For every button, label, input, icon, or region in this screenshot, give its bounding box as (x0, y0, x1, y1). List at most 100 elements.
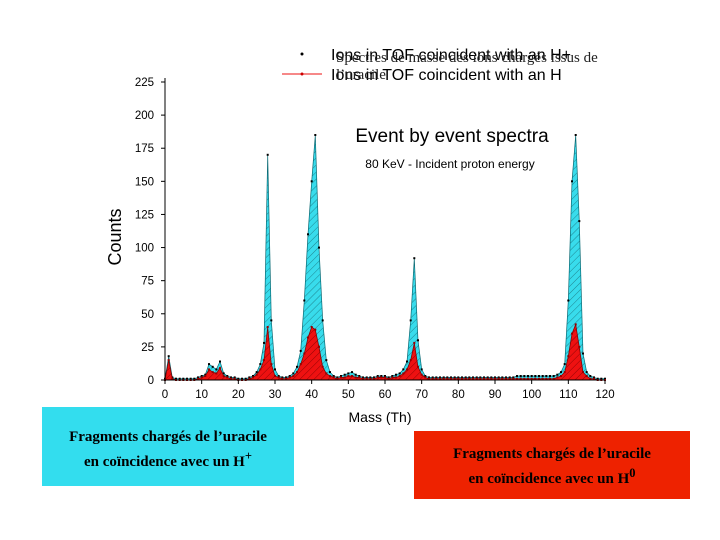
caption-h-plus: Fragments chargés de l’uracile en coïnci… (42, 407, 294, 486)
caption-h-zero: Fragments chargés de l’uracile en coïnci… (414, 431, 690, 499)
data-point-h-zero (582, 371, 584, 374)
data-point-h-zero (373, 377, 375, 380)
data-point-h-zero (490, 377, 493, 380)
data-point-h-zero (549, 377, 551, 380)
data-point-h-plus (222, 372, 225, 375)
legend-label-h-zero: Ions in TOF coincident with an H (331, 67, 562, 84)
data-point-h-zero (303, 352, 306, 355)
data-point-h-plus (523, 375, 526, 377)
data-point-h-zero (266, 326, 269, 328)
data-point-h-zero (318, 345, 320, 348)
data-point-h-plus (354, 373, 357, 376)
data-point-h-plus (329, 371, 331, 374)
data-point-h-plus (182, 377, 185, 380)
data-point-h-zero (325, 372, 328, 375)
data-point-h-zero (556, 376, 559, 379)
data-point-h-zero (512, 377, 515, 380)
data-point-h-plus (211, 365, 214, 368)
y-tick-label: 225 (135, 77, 154, 89)
data-point-h-plus (435, 376, 438, 379)
data-point-h-plus (545, 375, 548, 377)
x-tick-label: 120 (595, 389, 614, 401)
data-point-h-plus (585, 371, 588, 374)
y-tick-label: 200 (135, 110, 154, 122)
data-point-h-plus (299, 349, 302, 352)
data-point-h-zero (310, 326, 313, 328)
data-point-h-plus (219, 360, 221, 363)
data-point-h-plus (541, 375, 544, 377)
data-point-h-plus (296, 365, 298, 368)
y-tick-label: 75 (141, 276, 154, 288)
data-point-h-plus (574, 134, 577, 136)
data-point-h-zero (560, 375, 562, 377)
data-point-h-plus (527, 375, 529, 377)
data-point-h-plus (398, 372, 401, 375)
y-tick-label: 100 (135, 243, 154, 255)
data-point-h-zero (347, 375, 350, 377)
data-point-h-zero (263, 359, 265, 362)
data-point-h-plus (571, 180, 573, 183)
data-point-h-zero (340, 376, 342, 379)
x-tick-label: 50 (342, 389, 355, 401)
data-point-h-plus (516, 375, 518, 377)
data-point-h-plus (519, 375, 522, 377)
data-point-h-zero (285, 377, 287, 380)
caption-h-plus-line2: en coïncidence avec un H (84, 454, 245, 470)
chart-title: Event by event spectra (355, 126, 549, 147)
data-point-h-zero (197, 377, 199, 380)
data-point-h-plus (446, 376, 449, 379)
data-point-h-plus (600, 377, 603, 380)
data-point-h-zero (384, 376, 386, 379)
data-point-h-plus (406, 360, 408, 363)
data-point-h-plus (428, 376, 430, 379)
data-point-h-plus (343, 373, 346, 376)
data-point-h-plus (208, 363, 210, 366)
series-area-h-plus (165, 135, 605, 380)
data-point-h-plus (369, 376, 372, 379)
data-point-h-plus (409, 319, 412, 322)
data-point-h-zero (321, 365, 324, 368)
data-point-h-zero (450, 377, 452, 380)
data-point-h-zero (508, 377, 511, 380)
data-point-h-plus (200, 375, 203, 377)
x-tick-label: 90 (489, 389, 502, 401)
x-tick-label: 110 (559, 389, 577, 401)
x-tick-label: 0 (162, 389, 168, 401)
data-point-h-zero (563, 371, 566, 374)
data-point-h-plus (281, 376, 284, 379)
data-point-h-zero (211, 371, 214, 374)
data-point-h-plus (197, 376, 199, 379)
data-point-h-zero (475, 377, 478, 380)
x-tick-label: 20 (232, 389, 245, 401)
data-point-h-zero (505, 377, 507, 380)
data-point-h-zero (530, 377, 533, 380)
data-point-h-plus (255, 371, 258, 374)
data-point-h-zero (402, 372, 405, 375)
x-tick-label: 60 (379, 389, 392, 401)
data-point-h-zero (226, 376, 229, 379)
data-point-h-plus (560, 371, 562, 374)
data-point-h-zero (431, 377, 434, 380)
data-point-h-zero (479, 377, 482, 380)
caption-h-zero-line2-wrap: en coïncidence avec un H0 (414, 464, 690, 489)
data-point-h-zero (420, 373, 423, 376)
data-point-h-zero (519, 377, 522, 380)
data-point-h-plus (307, 233, 309, 236)
data-point-h-plus (358, 375, 361, 377)
y-tick-label: 0 (148, 375, 154, 387)
data-point-h-zero (233, 377, 236, 380)
data-point-h-zero (541, 377, 544, 380)
data-point-h-zero (380, 376, 383, 379)
data-point-h-zero (395, 376, 397, 379)
data-point-h-plus (340, 375, 342, 377)
data-point-h-zero (483, 377, 485, 380)
data-point-h-plus (567, 299, 570, 302)
legend-label-h-plus: Ions in TOF coincident with an H+ (331, 47, 571, 64)
data-point-h-plus (563, 363, 566, 366)
data-point-h-zero (501, 377, 504, 380)
data-point-h-plus (332, 375, 335, 377)
data-point-h-plus (233, 376, 236, 379)
y-tick-label: 25 (141, 342, 154, 354)
data-point-h-zero (534, 377, 537, 380)
